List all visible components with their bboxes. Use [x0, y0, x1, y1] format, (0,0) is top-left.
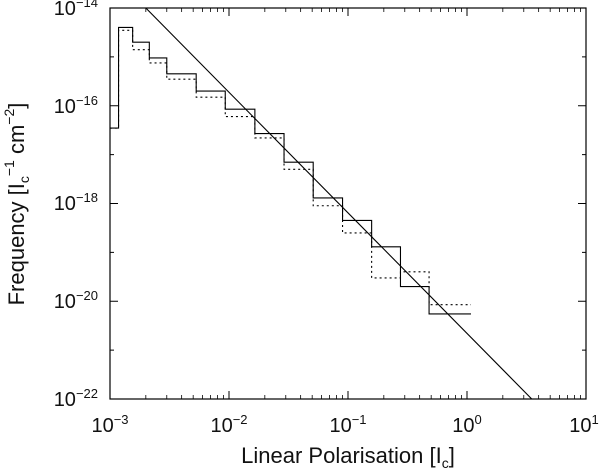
x-axis-label: Linear Polarisation [Ic]	[241, 443, 455, 470]
y-tick-label: 10−16	[54, 93, 98, 118]
x-tick-label: 10−2	[210, 412, 247, 437]
dotted-histogram-line	[110, 29, 471, 306]
x-tick-label: 10−3	[91, 412, 128, 437]
series-layer	[110, 8, 533, 399]
plot-frame	[109, 7, 587, 400]
x-tick-label: 10−1	[329, 412, 366, 437]
y-tick-label: 10−20	[54, 288, 98, 313]
y-axis-label: Frequency [Ic−1 cm−2]	[1, 103, 32, 306]
y-tick-label: 10−14	[54, 0, 98, 20]
power-law-fit-line	[145, 8, 533, 399]
solid-histogram-line	[110, 26, 471, 315]
x-tick-label: 100	[452, 412, 481, 437]
x-tick-label: 101	[569, 412, 598, 437]
y-tick-label: 10−18	[54, 190, 98, 215]
tick-marks	[109, 7, 587, 400]
y-tick-label: 10−22	[54, 386, 98, 411]
